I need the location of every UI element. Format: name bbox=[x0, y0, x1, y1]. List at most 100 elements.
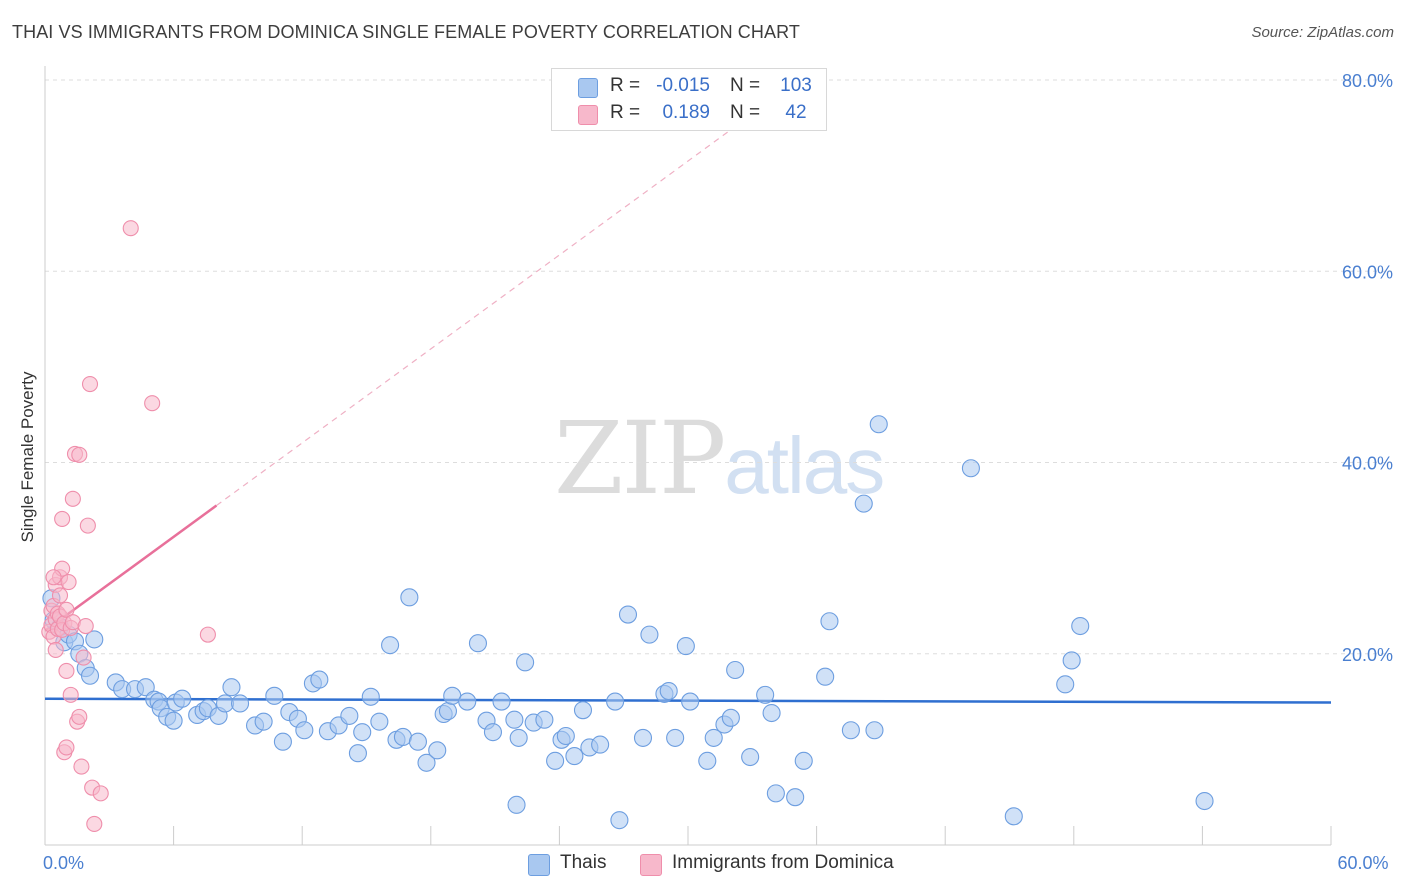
point-dominica bbox=[77, 617, 94, 635]
point-dominica bbox=[81, 376, 99, 393]
point-thais bbox=[417, 753, 436, 772]
point-thais bbox=[659, 681, 678, 701]
legend-n-label: N = bbox=[730, 75, 761, 96]
point-dominica bbox=[92, 785, 109, 802]
point-dominica bbox=[58, 739, 75, 756]
legend-n-value: 103 bbox=[780, 75, 812, 96]
point-thais bbox=[1056, 675, 1075, 694]
point-thais bbox=[766, 784, 785, 803]
point-thais bbox=[681, 692, 700, 711]
point-thais bbox=[516, 653, 535, 672]
point-thais bbox=[443, 686, 462, 705]
point-thais bbox=[841, 721, 860, 740]
point-thais bbox=[1071, 616, 1090, 636]
legend-r-label: R = bbox=[610, 102, 641, 123]
tick-labels: 20.0% 40.0% 60.0% 80.0% 0.0% 60.0% bbox=[43, 71, 1393, 873]
point-thais bbox=[820, 612, 839, 631]
point-dominica bbox=[47, 641, 64, 658]
legend-n-label: N = bbox=[730, 102, 761, 123]
point-dominica bbox=[79, 517, 96, 534]
point-thais bbox=[633, 728, 653, 747]
point-thais bbox=[468, 634, 488, 653]
point-thais bbox=[865, 721, 884, 740]
point-thais bbox=[353, 723, 372, 742]
point-thais bbox=[869, 415, 888, 434]
point-dominica bbox=[144, 395, 161, 412]
y-tick-label: 80.0% bbox=[1342, 71, 1393, 91]
point-thais bbox=[961, 459, 980, 478]
point-thais bbox=[756, 685, 775, 704]
point-thais bbox=[273, 732, 292, 751]
point-thais bbox=[666, 728, 685, 747]
legend-r-value: -0.015 bbox=[656, 75, 710, 96]
point-thais bbox=[136, 678, 155, 697]
x-tick-label: 60.0% bbox=[1337, 853, 1388, 873]
legend-n-value: 42 bbox=[785, 102, 807, 123]
watermark-atlas: atlas bbox=[724, 421, 885, 510]
point-thais bbox=[295, 721, 314, 740]
point-thais bbox=[507, 795, 526, 814]
trend-lines bbox=[44, 129, 1332, 704]
point-thais bbox=[591, 735, 610, 754]
point-dominica bbox=[58, 662, 75, 680]
point-thais bbox=[565, 747, 584, 766]
point-thais bbox=[726, 660, 745, 680]
point-dominica bbox=[75, 649, 92, 666]
point-thais bbox=[492, 692, 511, 711]
point-thais bbox=[393, 727, 412, 746]
point-dominica bbox=[62, 686, 79, 703]
point-thais bbox=[85, 630, 104, 649]
point-thais bbox=[361, 687, 380, 706]
chart-title: THAI VS IMMIGRANTS FROM DOMINICA SINGLE … bbox=[12, 22, 800, 42]
point-thais bbox=[1062, 651, 1081, 670]
point-thais bbox=[80, 666, 100, 685]
point-thais bbox=[535, 710, 554, 729]
point-dominica bbox=[64, 490, 81, 507]
point-thais bbox=[794, 751, 813, 770]
point-thais bbox=[400, 588, 419, 607]
y-tick-label: 60.0% bbox=[1342, 262, 1393, 282]
point-thais bbox=[265, 686, 284, 705]
point-thais bbox=[458, 692, 477, 711]
watermark-zip: ZIP bbox=[554, 400, 726, 517]
point-dominica bbox=[58, 601, 75, 618]
point-thais bbox=[676, 637, 695, 656]
point-thais bbox=[230, 694, 250, 713]
point-dominica bbox=[71, 446, 88, 463]
y-tick-label: 40.0% bbox=[1342, 454, 1393, 474]
point-thais bbox=[721, 708, 740, 727]
point-dominica bbox=[122, 220, 139, 237]
point-thais bbox=[546, 751, 565, 770]
bottom-legend-label-dominica: Immigrants from Dominica bbox=[672, 852, 894, 873]
trend-line-extension-1 bbox=[216, 129, 732, 507]
point-thais bbox=[173, 689, 192, 708]
point-thais bbox=[606, 692, 625, 711]
point-dominica bbox=[71, 708, 88, 725]
watermark: ZIPatlas bbox=[554, 400, 885, 517]
point-thais bbox=[704, 728, 723, 747]
x-tick-label: 0.0% bbox=[43, 853, 84, 873]
point-thais bbox=[438, 702, 457, 721]
point-dominica bbox=[73, 758, 90, 775]
y-tick-label: 20.0% bbox=[1342, 645, 1393, 665]
point-dominica bbox=[51, 587, 69, 604]
point-thais bbox=[340, 706, 359, 725]
point-thais bbox=[164, 711, 183, 730]
legend-r-label: R = bbox=[610, 75, 641, 96]
axes bbox=[44, 66, 1332, 846]
point-thais bbox=[381, 636, 400, 655]
point-thais bbox=[741, 747, 760, 767]
bottom-legend-label-thais: Thais bbox=[560, 852, 607, 873]
y-axis-label: Single Female Poverty bbox=[18, 371, 37, 543]
legend-swatch-dominica bbox=[578, 105, 598, 125]
point-thais bbox=[370, 712, 389, 731]
point-thais bbox=[1195, 791, 1214, 811]
point-thais bbox=[640, 625, 659, 644]
data-points bbox=[41, 220, 1214, 833]
point-thais bbox=[573, 701, 593, 720]
point-dominica bbox=[199, 626, 216, 643]
correlation-legend: R = -0.015 N = 103 R = 0.189 N = 42 bbox=[551, 68, 827, 131]
point-thais bbox=[698, 751, 717, 770]
legend-r-value: 0.189 bbox=[662, 102, 710, 123]
